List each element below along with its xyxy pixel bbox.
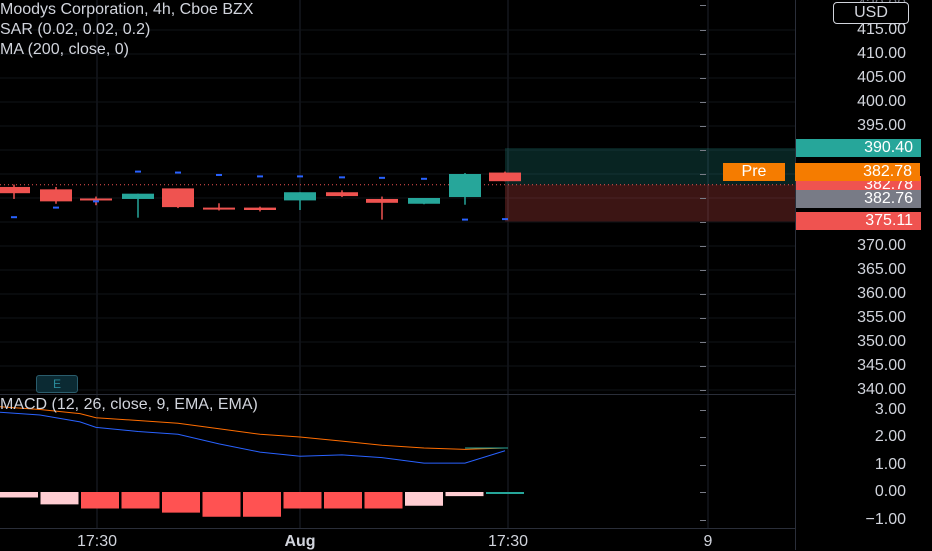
price-tick-label: 400.00 (700, 93, 906, 111)
sar-indicator-label[interactable]: SAR (0.02, 0.02, 0.2) (0, 21, 151, 38)
price-tick-label: 410.00 (700, 45, 906, 63)
macd-histogram-bar (202, 492, 241, 517)
premarket-value: 382.78 (795, 162, 920, 181)
macd-histogram-bar (40, 492, 79, 505)
premarket-price-tag[interactable]: Pre 382.78 (723, 162, 920, 181)
macd-histogram-bar (81, 492, 119, 509)
macd-histogram-bar (162, 492, 200, 513)
current-price-tag[interactable]: 382.76 (796, 189, 921, 208)
time-label: 17:30 (487, 533, 529, 550)
candle-body (489, 172, 521, 182)
candle-body (408, 198, 440, 204)
macd-tick-label: 3.00 (700, 401, 906, 419)
macd-line (0, 411, 506, 464)
time-label: 9 (703, 533, 713, 550)
macd-tick-label: −1.00 (700, 511, 906, 529)
macd-histogram-bar (243, 492, 281, 517)
price-tick-label: 365.00 (700, 261, 906, 279)
price-tick-label: 370.00 (700, 237, 906, 255)
target-price-tag[interactable]: 390.40 (796, 139, 921, 158)
candle-body (366, 198, 398, 203)
candle-body (0, 186, 30, 194)
stop-price-tag[interactable]: 375.11 (796, 212, 921, 231)
macd-histogram-bar (486, 492, 524, 494)
candle-body (203, 207, 235, 210)
macd-histogram-bar (364, 492, 403, 509)
time-label: 17:30 (76, 533, 118, 550)
candle-body (244, 207, 276, 210)
price-tick-label: 345.00 (700, 357, 906, 375)
macd-histogram-bar (283, 492, 322, 509)
ma-indicator-label[interactable]: MA (200, close, 0) (0, 41, 129, 58)
macd-histogram-bar (121, 492, 160, 509)
price-tick-label: 415.00 (700, 21, 906, 39)
signal-line (0, 406, 506, 450)
candle-body (449, 174, 481, 198)
premarket-label: Pre (723, 162, 785, 181)
macd-histogram-bar (445, 492, 484, 497)
macd-tick-label: 0.00 (700, 483, 906, 501)
chart-legend: Moodys Corporation, 4h, Cboe BZX SAR (0.… (0, 0, 253, 60)
macd-legend[interactable]: MACD (12, 26, close, 9, EMA, EMA) (0, 396, 258, 413)
price-tick-label: 350.00 (700, 333, 906, 351)
macd-histogram-bar (0, 492, 38, 498)
price-tick-label: 340.00 (700, 381, 906, 399)
candle-body (80, 198, 112, 201)
position-loss-zone (505, 184, 795, 222)
candle-body (40, 189, 72, 202)
macd-histogram-bar (405, 492, 443, 506)
symbol-title[interactable]: Moodys Corporation, 4h, Cboe BZX (0, 1, 254, 18)
candle-body (326, 192, 358, 197)
macd-chart[interactable] (0, 395, 795, 528)
candle-body (162, 188, 194, 208)
time-label: Aug (284, 533, 316, 550)
macd-tick-label: 2.00 (700, 428, 906, 446)
pane-separator[interactable] (0, 394, 932, 395)
currency-button[interactable]: USD (833, 2, 909, 24)
price-axis[interactable]: 420.00 415.00410.00405.00400.00395.00390… (700, 0, 932, 550)
time-axis[interactable]: 17:30 Aug 17:30 9 (0, 528, 795, 551)
earnings-badge[interactable]: E (36, 375, 78, 393)
price-tick-label: 395.00 (700, 117, 906, 135)
price-tick-label: 405.00 (700, 69, 906, 87)
price-tick-label: 360.00 (700, 285, 906, 303)
macd-histogram-bar (324, 492, 362, 509)
price-tick-label: 355.00 (700, 309, 906, 327)
macd-tick-label: 1.00 (700, 456, 906, 474)
candle-body (122, 193, 154, 199)
candle-body (284, 192, 316, 201)
